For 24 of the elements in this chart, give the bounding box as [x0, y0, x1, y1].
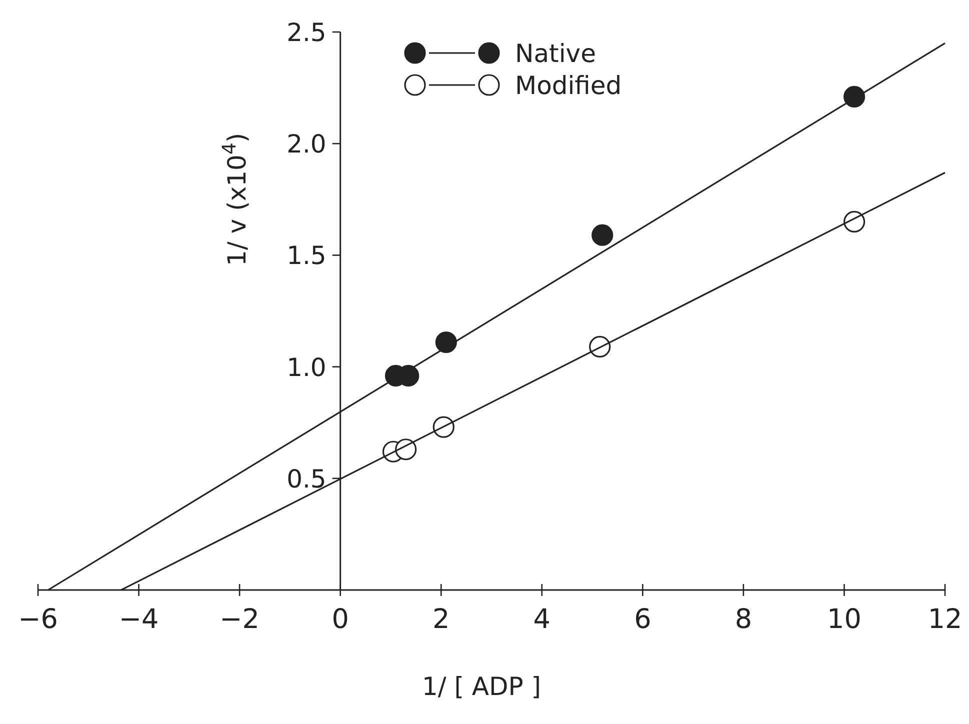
point — [435, 331, 457, 354]
point — [432, 416, 454, 438]
x-tick-label: −2 — [220, 604, 260, 635]
x-axis-title: 1/ [ ADP ] — [422, 672, 542, 701]
point — [844, 86, 866, 108]
x-tick-label: 6 — [634, 604, 652, 635]
point — [592, 224, 614, 246]
legend-label: Modified — [515, 71, 622, 100]
x-tick-label: −4 — [118, 604, 159, 635]
y-tick-label: 2.0 — [286, 130, 326, 159]
x-tick-label: 8 — [734, 604, 752, 635]
legend-label: Native — [515, 39, 596, 68]
x-tick-label: 4 — [533, 604, 550, 635]
point — [395, 438, 417, 460]
x-tick-label: 10 — [827, 604, 862, 635]
point — [589, 336, 611, 358]
y-tick-label: 2.5 — [286, 18, 326, 47]
y-tick-label: 1.5 — [286, 241, 326, 270]
x-tick-label: −6 — [18, 604, 58, 635]
y-tick-label: 1.0 — [286, 352, 326, 382]
x-tick-label: 12 — [928, 604, 962, 635]
y-tick-label: 0.5 — [286, 464, 326, 494]
x-tick-label: 2 — [432, 604, 450, 635]
x-tick-label: 0 — [332, 604, 349, 635]
